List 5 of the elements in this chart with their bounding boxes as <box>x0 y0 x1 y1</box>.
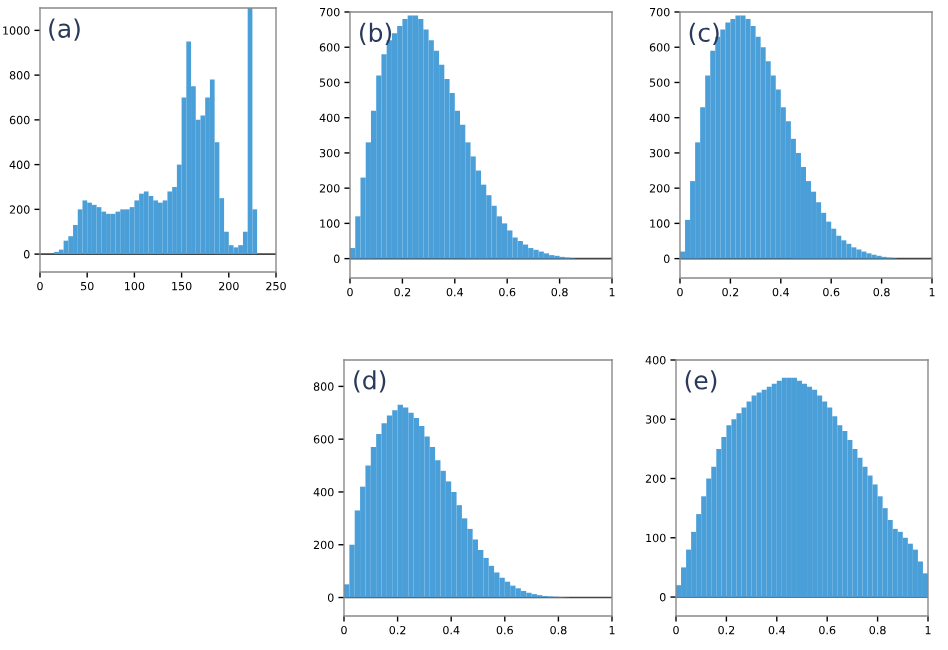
chart-title: (a) <box>49 18 80 41</box>
chart-title: (b) <box>360 22 392 45</box>
chart-title: (d) <box>354 370 386 393</box>
chart-title: (c) <box>689 22 719 45</box>
chart-title: (e) <box>685 370 717 393</box>
